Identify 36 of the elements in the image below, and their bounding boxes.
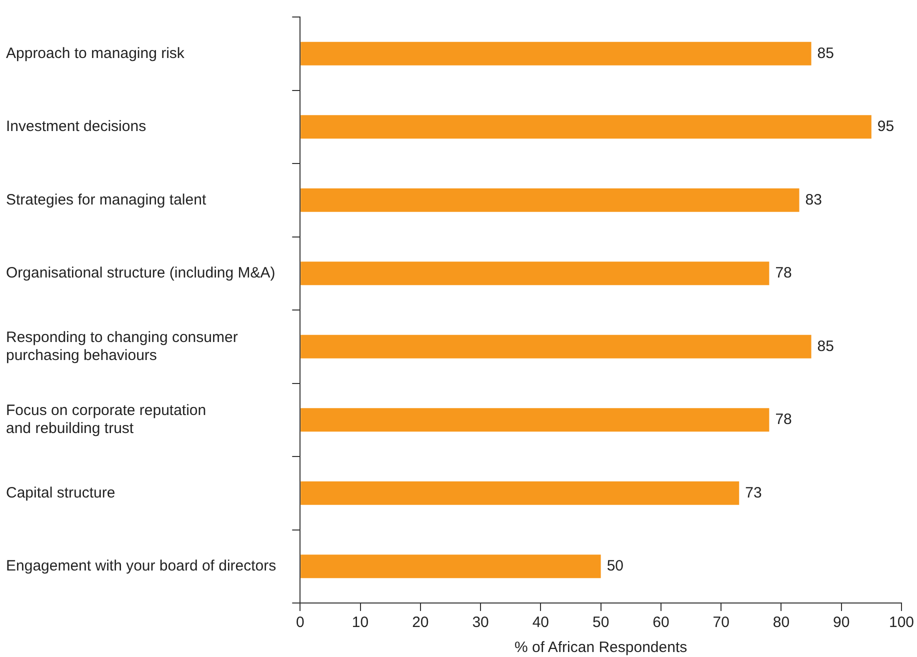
bar xyxy=(300,408,770,432)
x-tick-label: 20 xyxy=(412,614,429,632)
x-tick-label: 90 xyxy=(833,614,850,632)
data-label: 85 xyxy=(817,338,834,355)
data-label: 83 xyxy=(805,191,822,208)
x-tick-label: 70 xyxy=(712,614,730,632)
y-tick-label: Capital structure xyxy=(6,484,116,502)
y-tick-label: Investment decisions xyxy=(6,118,146,136)
y-tick-label: Organisational structure (including M&A) xyxy=(6,264,276,282)
x-tick-label: 30 xyxy=(472,614,489,632)
y-tick-label: Engagement with your board of directors xyxy=(6,558,276,575)
y-tick-label: Responding to changing consumer purchasing behaviours xyxy=(6,328,238,364)
bar xyxy=(300,115,872,139)
bar xyxy=(300,481,740,505)
x-tick-label: 50 xyxy=(592,614,610,632)
x-tick-label: 100 xyxy=(888,614,914,632)
bar xyxy=(300,334,812,358)
data-label: 78 xyxy=(775,411,792,428)
data-label: 95 xyxy=(877,118,894,136)
bar xyxy=(300,42,812,66)
data-label: 85 xyxy=(817,44,834,62)
y-tick-label: Focus on corporate reputation and rebuilding trust xyxy=(6,402,206,438)
y-tick-label: Approach to managing risk xyxy=(6,44,185,62)
bar xyxy=(300,554,601,578)
data-label: 50 xyxy=(606,558,624,575)
bar xyxy=(300,262,770,286)
bar xyxy=(300,188,800,212)
data-label: 73 xyxy=(745,484,762,502)
y-tick-label: Strategies for managing talent xyxy=(6,191,207,208)
x-axis-title: % of African Respondents xyxy=(514,639,688,656)
data-label: 78 xyxy=(775,264,792,282)
x-tick-label: 10 xyxy=(352,614,369,632)
x-tick-label: 80 xyxy=(772,614,790,632)
x-tick-label: 0 xyxy=(296,614,304,632)
x-tick-label: 60 xyxy=(652,614,670,632)
x-tick-label: 40 xyxy=(532,614,550,632)
